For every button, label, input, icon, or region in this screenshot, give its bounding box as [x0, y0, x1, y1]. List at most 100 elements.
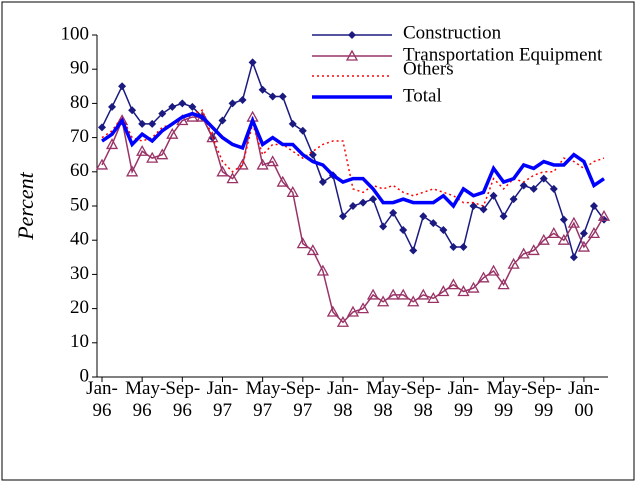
point — [509, 195, 518, 204]
point — [318, 178, 327, 187]
point — [527, 244, 540, 256]
point — [387, 288, 400, 300]
point — [567, 216, 580, 228]
series-line — [101, 59, 605, 260]
x-tick-label: May-97 — [245, 378, 287, 421]
point — [178, 99, 187, 108]
point — [258, 85, 267, 94]
x-tick-label: Sep-96 — [165, 378, 201, 421]
point — [507, 257, 520, 269]
x-tick-label: Jan-98 — [327, 378, 359, 421]
x-tick-label: May-98 — [366, 378, 408, 421]
point — [349, 202, 357, 210]
point — [547, 227, 560, 239]
point — [587, 227, 601, 239]
point — [517, 247, 530, 259]
point — [427, 292, 440, 303]
y-tick-label: 30 — [70, 263, 89, 284]
point — [449, 243, 458, 252]
point — [126, 165, 139, 177]
point — [429, 219, 438, 228]
point — [459, 243, 468, 252]
point — [268, 92, 277, 101]
y-tick-label: 60 — [70, 160, 89, 181]
y-tick-label: 0 — [80, 365, 90, 386]
y-tick-label: 100 — [61, 23, 90, 44]
point — [136, 144, 149, 156]
point — [236, 158, 249, 170]
point — [537, 233, 550, 245]
point — [206, 131, 219, 143]
point — [379, 222, 388, 231]
y-tick-label: 20 — [70, 297, 89, 318]
point — [597, 209, 611, 221]
point — [447, 278, 460, 290]
x-tick-label: Jan-96 — [86, 378, 118, 421]
point — [148, 119, 157, 128]
point — [469, 202, 478, 210]
point — [118, 82, 127, 91]
point — [95, 158, 109, 170]
point — [397, 288, 410, 300]
point — [228, 99, 237, 108]
x-tick-label: Jan-99 — [447, 378, 480, 421]
point — [559, 215, 568, 224]
legend-marker — [345, 49, 359, 61]
legend-label: Construction — [403, 22, 502, 43]
point — [437, 285, 450, 297]
point — [156, 148, 169, 160]
point — [166, 127, 179, 139]
series-line — [101, 111, 605, 209]
point — [238, 95, 247, 104]
point — [298, 126, 307, 135]
point — [216, 165, 229, 177]
point — [417, 288, 430, 300]
point — [308, 150, 317, 159]
y-tick-label: 10 — [70, 331, 89, 352]
point — [577, 240, 591, 252]
point — [128, 106, 137, 115]
point — [477, 271, 490, 283]
point — [276, 175, 289, 187]
point — [306, 244, 319, 256]
point — [188, 102, 197, 111]
point — [338, 212, 347, 221]
legend-label: Total — [403, 85, 442, 106]
point — [549, 184, 558, 193]
point — [579, 229, 588, 238]
point — [226, 172, 239, 184]
point — [457, 285, 470, 297]
point — [288, 119, 297, 128]
point — [336, 315, 350, 327]
point — [346, 305, 360, 317]
legend-marker — [348, 31, 356, 39]
point — [499, 212, 508, 221]
point — [519, 181, 528, 190]
point — [359, 198, 368, 207]
point — [108, 102, 117, 111]
x-tick-label: May-99 — [486, 378, 528, 421]
point — [158, 109, 167, 118]
point — [296, 237, 309, 249]
point — [589, 202, 598, 210]
legend-label: Transportation Equipment — [403, 44, 603, 65]
point — [487, 264, 500, 276]
point — [186, 110, 199, 122]
point — [366, 288, 380, 300]
point — [399, 225, 408, 234]
x-tick-label: Jan-00 — [568, 378, 600, 421]
y-tick-label: 70 — [70, 126, 89, 147]
point — [168, 102, 177, 111]
y-tick-label: 50 — [70, 194, 89, 215]
series-line — [101, 116, 605, 324]
point — [316, 264, 329, 276]
point — [286, 185, 299, 197]
point — [256, 158, 269, 170]
point — [356, 302, 370, 314]
y-tick-label: 40 — [70, 229, 89, 250]
point — [369, 195, 378, 204]
point — [98, 123, 106, 132]
